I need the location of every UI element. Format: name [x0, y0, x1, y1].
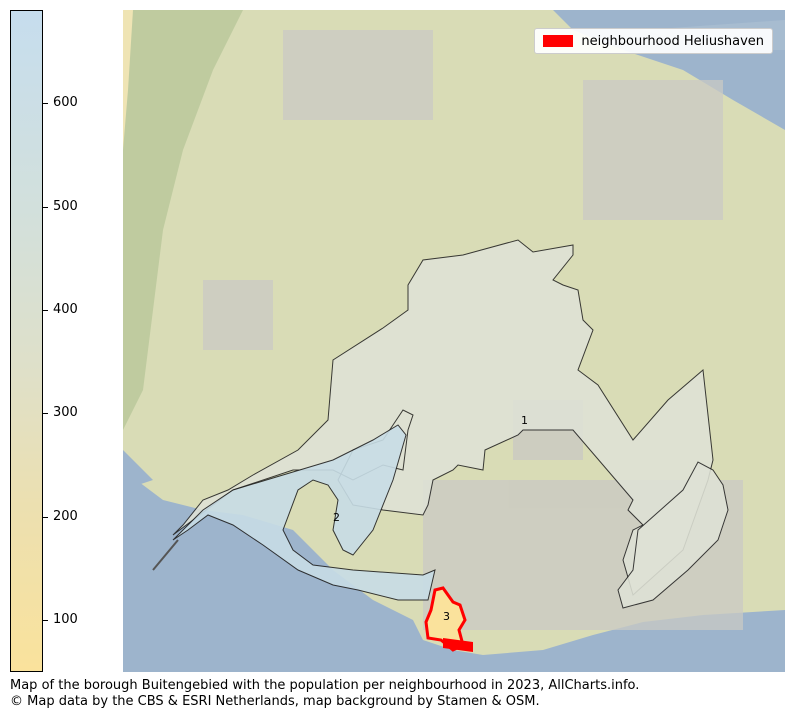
- legend-label: neighbourhood Heliushaven: [581, 33, 764, 49]
- colorbar-tick-label: 600: [53, 95, 78, 111]
- colorbar-tick: [43, 516, 48, 518]
- colorbar-tick: [43, 309, 48, 311]
- colorbar-tick-label: 500: [53, 198, 78, 214]
- map[interactable]: 1 2 3 neighbourhood Heliushaven: [123, 10, 785, 672]
- beach-strip: [123, 10, 133, 150]
- urban-areas: [203, 30, 743, 630]
- town-north: [283, 30, 433, 120]
- water-lake: [123, 470, 785, 672]
- caption-line-2: © Map data by the CBS & ESRI Netherlands…: [10, 694, 540, 709]
- colorbar-tick-label: 300: [53, 405, 78, 421]
- colorbar: [10, 10, 43, 672]
- caption: Map of the borough Buitengebied with the…: [10, 678, 639, 710]
- dike-line: [152, 539, 179, 571]
- colorbar-tick-label: 400: [53, 301, 78, 317]
- water-lake-outer: [123, 450, 153, 490]
- neighbourhood-label-3: 3: [443, 610, 450, 623]
- legend: neighbourhood Heliushaven: [534, 28, 773, 54]
- neighbourhood-1: [172, 239, 714, 596]
- town-west: [203, 280, 273, 350]
- neighbourhood-label-1: 1: [521, 414, 528, 427]
- neighbourhood-east: [617, 461, 729, 609]
- legend-swatch: [543, 35, 574, 47]
- colorbar-tick-label: 100: [53, 612, 78, 628]
- neighbourhood-2: [172, 424, 436, 601]
- neighbourhood-label-2: 2: [333, 511, 340, 524]
- colorbar-tick: [43, 103, 48, 105]
- heliushaven-pier: [443, 638, 473, 652]
- colorbar-tick: [43, 413, 48, 415]
- colorbar-tick: [43, 620, 48, 622]
- dune-area: [123, 10, 243, 430]
- colorbar-tick-label: 200: [53, 508, 78, 524]
- caption-line-1: Map of the borough Buitengebied with the…: [10, 678, 640, 693]
- colorbar-tick: [43, 206, 48, 208]
- town-northeast: [583, 80, 723, 220]
